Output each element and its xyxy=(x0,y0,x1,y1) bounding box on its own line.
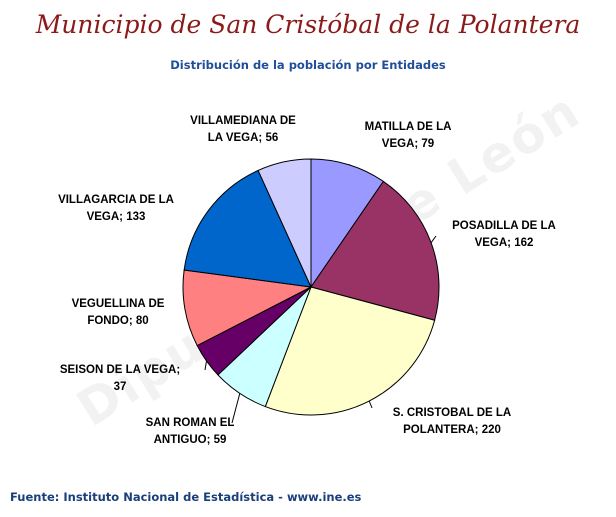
slice-label: MATILLA DE LA VEGA; 79 xyxy=(365,121,452,150)
pie-slice xyxy=(310,158,385,289)
slice-label: VILLAGARCIA DE LA VEGA; 133 xyxy=(58,194,174,223)
pie-slice xyxy=(183,169,312,288)
leader-line xyxy=(368,400,373,409)
slice-label: POSADILLA DE LA VEGA; 162 xyxy=(452,220,556,249)
chart-title: Distribución de la población por Entidad… xyxy=(170,58,446,72)
slice-label: S. CRISTOBAL DE LA POLANTERA; 220 xyxy=(393,407,511,436)
slice-label: SAN ROMAN EL ANTIGUO; 59 xyxy=(146,417,235,446)
slice-label: VEGUELLINA DE FONDO; 80 xyxy=(72,298,165,327)
pie-slice xyxy=(257,158,312,288)
pie-slice xyxy=(310,180,440,321)
page-title: Municipio de San Cristóbal de la Polante… xyxy=(35,10,581,39)
pie-slice xyxy=(182,269,313,347)
leader-line xyxy=(231,393,241,424)
source-note: Fuente: Instituto Nacional de Estadístic… xyxy=(10,490,362,504)
slice-label: VILLAMEDIANA DE LA VEGA; 56 xyxy=(190,115,296,144)
leader-line xyxy=(204,360,207,371)
slice-label: SEISON DE LA VEGA; 37 xyxy=(60,364,180,393)
pie-slice xyxy=(264,286,436,416)
leader-line xyxy=(430,235,437,243)
